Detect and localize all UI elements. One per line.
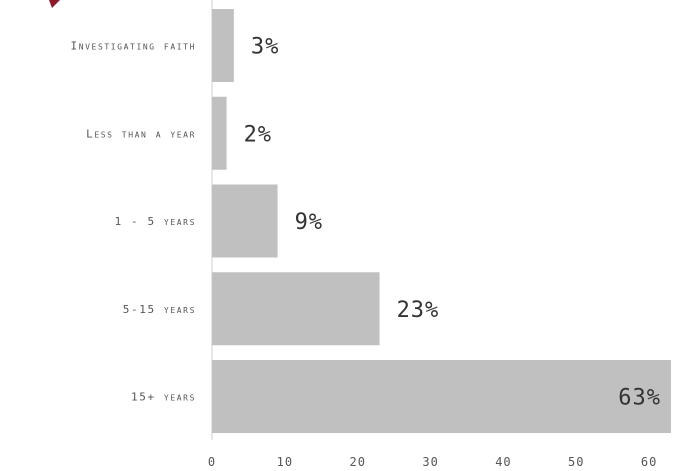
x-tick-label: 50 <box>568 455 584 469</box>
data-label: 63% <box>618 386 661 411</box>
bar <box>212 9 234 82</box>
category-label: 5-15 years <box>123 303 196 316</box>
x-tick-label: 10 <box>277 455 293 469</box>
x-tick-label: 20 <box>349 455 365 469</box>
x-tick-label: 40 <box>495 455 511 469</box>
bar <box>212 96 227 170</box>
x-tick-label: 30 <box>422 455 438 469</box>
x-tick-label: 60 <box>641 455 657 469</box>
data-label: 2% <box>244 122 272 147</box>
data-label: 9% <box>295 210 324 235</box>
x-axis-ticks-group: 0 10 20 30 40 50 60 <box>208 455 657 469</box>
corner-accent-shape <box>49 0 60 8</box>
category-label: Investigating faith <box>70 40 196 53</box>
data-label: 3% <box>251 35 280 60</box>
data-labels-group: 3% 2% 9% 23% 63% <box>244 35 661 411</box>
x-tick-label: 0 <box>208 455 216 469</box>
bar <box>212 184 278 258</box>
category-label: Less than a year <box>86 127 196 140</box>
category-labels-group: Investigating faith Less than a year 1 - 5… <box>70 40 196 404</box>
bar <box>212 272 380 346</box>
data-label: 23% <box>397 298 440 323</box>
category-label: 1 - 5 years <box>115 215 196 228</box>
bar <box>212 360 671 433</box>
bars-group <box>212 9 671 433</box>
category-label: 15+ years <box>131 391 196 404</box>
